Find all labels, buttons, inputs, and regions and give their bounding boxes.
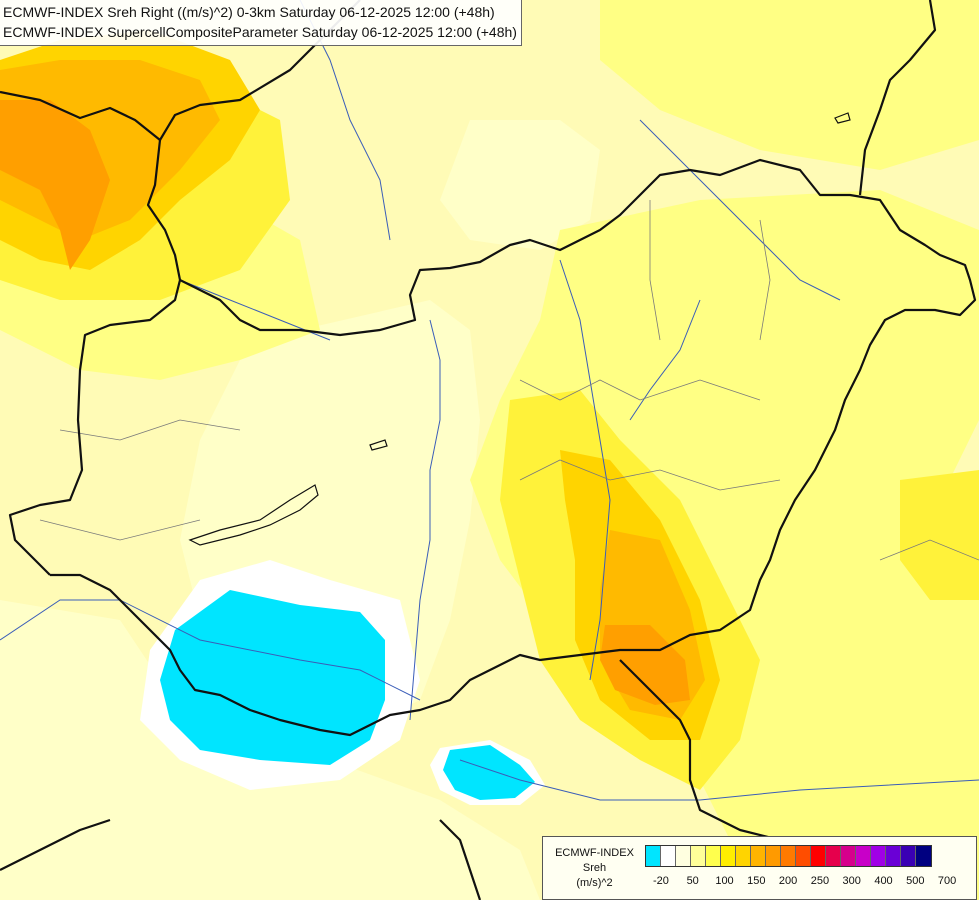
legend-swatch: [901, 846, 916, 866]
legend-label-line-1: ECMWF-INDEX: [555, 847, 634, 859]
map-title-line-2: ECMWF-INDEX SupercellCompositeParameter …: [3, 24, 517, 40]
field-cyan-blob: [160, 590, 385, 765]
legend-swatch: [781, 846, 796, 866]
legend-tick-label: 200: [778, 875, 798, 887]
legend-swatch: [811, 846, 826, 866]
border-west-vertical: [8, 139, 182, 576]
legend-tick-label: 250: [810, 875, 830, 887]
field-yellow-southeast: [900, 470, 979, 600]
legend-tick-label: -20: [652, 875, 669, 887]
legend-swatch: [721, 846, 736, 866]
color-legend: ECMWF-INDEX Sreh (m/s)^2 -20 50 100 150 200 2…: [542, 836, 977, 900]
legend-ticks: -20 50 100 150 200 250 300 400 500 700: [645, 875, 975, 889]
border-south: [619, 659, 801, 861]
legend-tick-label: 500: [906, 875, 925, 887]
legend-swatch: [646, 846, 661, 866]
rivers: [0, 0, 979, 801]
legend-tick-label: 150: [747, 875, 766, 887]
legend-label: ECMWF-INDEX Sreh (m/s)^2: [547, 846, 642, 891]
legend-swatch: [841, 846, 856, 866]
map-title-line-1: ECMWF-INDEX Sreh Right ((m/s)^2) 0-3km S…: [3, 4, 495, 20]
field-cyan-blob-small: [443, 745, 535, 800]
legend-swatch: [796, 846, 811, 866]
legend-swatch: [856, 846, 871, 866]
legend-tick-label: 100: [715, 875, 734, 887]
legend-swatch: [871, 846, 886, 866]
legend-tick-label: 700: [937, 875, 957, 887]
field-pale-north: [440, 120, 600, 250]
field-yellow-east: [470, 190, 979, 900]
field-yellow-northeast: [600, 0, 979, 170]
field-pale-south: [0, 600, 540, 900]
lake-northeast: [834, 112, 851, 124]
legend-swatch: [661, 846, 676, 866]
legend-swatch: [886, 846, 901, 866]
border-hungary-north: [50, 158, 977, 737]
border-south-west: [439, 819, 482, 900]
region-boundaries: [39, 200, 979, 561]
legend-swatch: [676, 846, 691, 866]
map-title-box: ECMWF-INDEX Sreh Right ((m/s)^2) 0-3km S…: [0, 0, 522, 46]
legend-swatch: [916, 846, 931, 866]
legend-swatch: [736, 846, 751, 866]
field-orange-core: [600, 625, 690, 705]
border-north: [0, 0, 361, 142]
border-northeast: [858, 0, 937, 196]
legend-label-line-2: Sreh: [582, 862, 607, 874]
legend-tick-label: 300: [842, 875, 861, 887]
legend-swatch: [766, 846, 781, 866]
legend-tick-label: 400: [874, 875, 893, 887]
border-sw-coast: [0, 818, 111, 871]
legend-swatch: [691, 846, 706, 866]
legend-swatch: [751, 846, 766, 866]
legend-swatch: [706, 846, 721, 866]
field-orange-northwest: [0, 100, 110, 270]
legend-tick-label: 50: [686, 875, 699, 887]
legend-swatches: [645, 845, 932, 867]
legend-swatch: [826, 846, 841, 866]
lake-balaton: [188, 484, 319, 546]
legend-label-line-3: (m/s)^2: [576, 877, 613, 889]
lake-small: [369, 439, 388, 451]
